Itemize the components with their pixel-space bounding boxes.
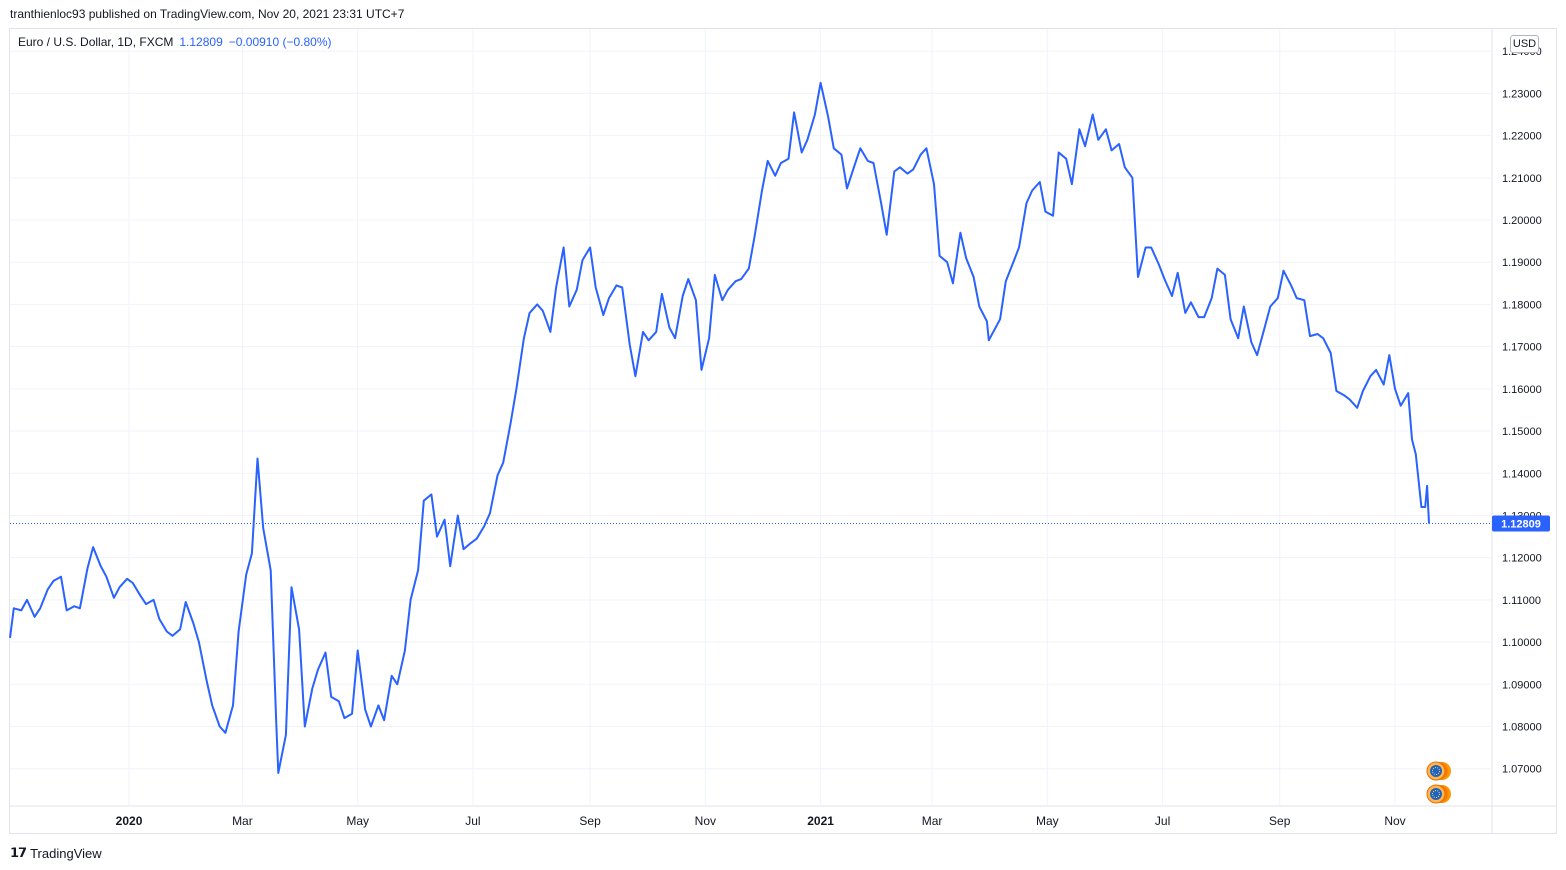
last-value: 1.12809 [179, 35, 223, 49]
grid-layer [10, 29, 1557, 834]
x-tick-label: May [1036, 814, 1059, 828]
x-tick-label: Jul [465, 814, 480, 828]
economic-event-icon[interactable] [1426, 761, 1451, 781]
series-layer [9, 81, 1430, 774]
x-axis: 2020 Mar May Jul Sep Nov 2021 Mar May Jul Sep Nov [116, 814, 1406, 828]
x-tick-label: Sep [1269, 814, 1291, 828]
x-tick-label: Jul [1155, 814, 1170, 828]
y-tick-label: 1.07000 [1502, 764, 1542, 776]
x-tick-label: Mar [232, 814, 253, 828]
price-series-line [9, 81, 1430, 774]
x-tick-label: Nov [695, 814, 716, 828]
y-tick-label: 1.10000 [1502, 637, 1542, 649]
chart-legend: Euro / U.S. Dollar, 1D, FXCM 1.12809 −0.00… [18, 35, 332, 49]
y-tick-label: 1.15000 [1502, 426, 1542, 438]
economic-event-icon[interactable] [1426, 784, 1451, 804]
y-tick-label: 1.18000 [1502, 299, 1542, 311]
publisher-text: tranthienloc93 published on TradingView.… [10, 7, 405, 21]
x-tick-label: Nov [1384, 814, 1405, 828]
x-tick-label: 2020 [116, 814, 143, 828]
x-tick-label: 2021 [807, 814, 834, 828]
y-tick-label: 1.22000 [1502, 131, 1542, 143]
change-value: −0.00910 (−0.80%) [228, 35, 332, 49]
y-tick-label: 1.21000 [1502, 173, 1542, 185]
y-tick-label: 1.11000 [1502, 595, 1541, 607]
y-tick-label: 1.17000 [1502, 342, 1542, 354]
last-price-tag-label: 1.12809 [1501, 519, 1541, 531]
y-tick-label: 1.20000 [1502, 215, 1542, 227]
y-tick-label: 1.23000 [1502, 88, 1542, 100]
last-price-tag [1492, 515, 1550, 532]
y-tick-label: 1.19000 [1502, 257, 1542, 269]
footer-brand[interactable]: 𝟭𝟳 TradingView [10, 845, 102, 861]
brand-label: TradingView [30, 845, 102, 861]
y-tick-label: 1.12000 [1502, 553, 1542, 565]
last-price-tag-group: 1.12809 [10, 515, 1550, 804]
y-tick-label: 1.14000 [1502, 468, 1542, 480]
x-tick-label: Sep [579, 814, 601, 828]
y-tick-label: 1.16000 [1502, 384, 1542, 396]
tradingview-logo-icon: 𝟭𝟳 [10, 845, 27, 860]
chart-frame [9, 28, 1557, 834]
y-tick-label: 1.08000 [1502, 721, 1542, 733]
currency-button[interactable]: USD [1510, 35, 1539, 53]
x-tick-label: Mar [922, 814, 943, 828]
y-tick-label: 1.09000 [1502, 679, 1542, 691]
x-tick-label: May [346, 814, 369, 828]
y-axis: 1.07000 1.08000 1.09000 1.10000 1.11000 1.120… [1502, 46, 1542, 776]
symbol-label: Euro / U.S. Dollar, 1D, FXCM [18, 35, 174, 49]
